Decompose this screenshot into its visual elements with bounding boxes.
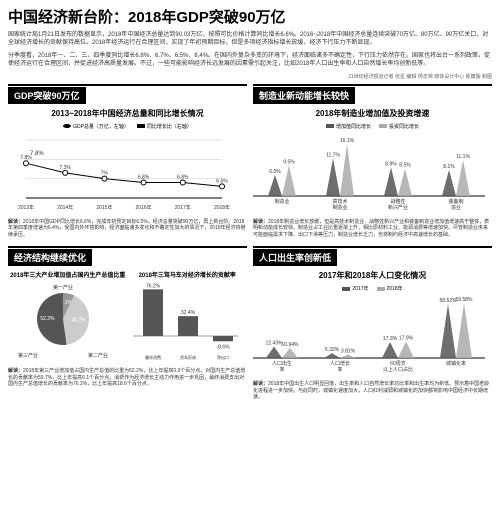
svg-text:9.5%: 9.5% xyxy=(283,159,295,165)
svg-text:6.6%: 6.6% xyxy=(216,178,228,184)
svg-text:率: 率 xyxy=(337,366,342,373)
p2-leg1: 增加值同比增长 xyxy=(326,123,371,130)
svg-text:52.2%: 52.2% xyxy=(40,316,55,322)
svg-text:制造业: 制造业 xyxy=(332,204,347,211)
p3-pie: 7.1%40.7%52.2%第三产业第二产业第一产业 xyxy=(8,281,123,361)
svg-text:6.8%: 6.8% xyxy=(138,174,150,180)
svg-text:高技术: 高技术 xyxy=(332,198,347,205)
p4-leg2: 2018年 xyxy=(377,285,403,292)
svg-text:制造业: 制造业 xyxy=(274,198,289,205)
p2-expl: 2018年制造业增长放缓，但是高技术制造业、战略性新兴产业和装备制造业增加值增速… xyxy=(253,219,489,238)
svg-text:最终消费: 最终消费 xyxy=(145,354,161,360)
p2-leg2: 投资同比增长 xyxy=(379,123,419,130)
svg-text:11.7%: 11.7% xyxy=(326,152,340,158)
svg-text:第三产业: 第三产业 xyxy=(18,352,38,359)
svg-text:17.3%: 17.3% xyxy=(383,336,398,342)
p3-expl-h: 解读： xyxy=(8,368,23,374)
svg-text:6.5%: 6.5% xyxy=(269,169,281,175)
svg-text:40.7%: 40.7% xyxy=(71,317,86,323)
p2-expl-h: 解读： xyxy=(253,219,268,225)
p4-sub: 2017年和2018年人口变化情况 xyxy=(253,266,492,283)
svg-text:以上人口占比: 以上人口占比 xyxy=(383,366,413,373)
svg-text:第一产业: 第一产业 xyxy=(53,284,73,291)
svg-text:10.94%: 10.94% xyxy=(282,342,300,348)
panel-struct: 经济结构继续优化 2018年三大产业增加值占国内生产总值比重 7.1%40.7%… xyxy=(8,246,247,403)
intro-text: 国家统计局1月21日发布的数据显示，2018年中国经济总量达到90.03万亿，按… xyxy=(8,31,492,48)
svg-text:2014年: 2014年 xyxy=(57,204,73,211)
p1-title: GDP突破90万亿 xyxy=(8,87,86,104)
p1-chart: 7.8% 2013年 7.3% 2014年 7% 2015年 6.8% 2016年 6.8% 20… xyxy=(8,132,240,212)
p3-expl: 2018年第三产业增加值占国内生产总值的比重为52.2%，比上年提高0.3个百分… xyxy=(8,368,245,387)
p3-sub1: 2018年三大产业增加值占国内生产总值比重 xyxy=(8,266,128,281)
svg-text:7%: 7% xyxy=(101,170,109,176)
svg-text:11.1%: 11.1% xyxy=(456,154,470,160)
panel-mfg: 制造业新动能增长较快 2018年制造业增加值及投资增速 增加值同比增长 投资同比… xyxy=(253,84,492,241)
p1-expl-h: 解读： xyxy=(8,219,23,225)
p4-title: 人口出生率创新低 xyxy=(253,249,337,266)
panel-gdp: GDP突破90万亿 2013~2018年中国经济总量和同比增长情况 GDP总量（… xyxy=(8,84,247,241)
p1-expl: 2018年中国GDP同比增长6.6%，完成年初预定目标6.5%。经济总量突破90… xyxy=(8,219,246,238)
svg-text:58.52%: 58.52% xyxy=(440,298,458,304)
svg-text:率: 率 xyxy=(279,366,284,373)
svg-text:76.2%: 76.2% xyxy=(145,283,160,289)
p3-bars: 76.2% 最终消费 32.4% 资本形成 -8.6% 净出口 xyxy=(128,281,243,361)
panel-pop: 人口出生率创新低 2017年和2018年人口变化情况 2017年 2018年 1… xyxy=(253,246,492,403)
svg-text:人口出生: 人口出生 xyxy=(272,360,292,367)
subintro-text: 分季度看，2018年一、二、三、四季度同比增长6.8%、6.7%、6.5%、6.… xyxy=(8,52,492,69)
p1-sub: 2013~2018年中国经济总量和同比增长情况 xyxy=(8,104,247,121)
svg-text:城镇化率: 城镇化率 xyxy=(446,360,466,367)
svg-text:12.43%: 12.43% xyxy=(266,341,284,347)
p4-expl-h: 解读： xyxy=(253,381,268,387)
svg-text:6.8%: 6.8% xyxy=(177,174,189,180)
p2-sub: 2018年制造业增加值及投资增速 xyxy=(253,104,492,121)
svg-text:装备制: 装备制 xyxy=(448,198,463,205)
svg-text:59.58%: 59.58% xyxy=(456,297,474,303)
svg-text:8.5%: 8.5% xyxy=(399,162,411,168)
p2-chart: 6.5%9.5%制造业11.7%16.1%高技术制造业8.9%8.5%战略性新兴… xyxy=(253,132,485,212)
svg-text:2015年: 2015年 xyxy=(96,204,112,211)
svg-text:造业: 造业 xyxy=(451,204,461,211)
p1-leg2: 同比增长比（右轴） xyxy=(137,123,192,130)
svg-text:人口增长: 人口增长 xyxy=(330,360,350,367)
svg-text:32.4%: 32.4% xyxy=(180,310,195,316)
p3-title: 经济结构继续优化 xyxy=(8,249,92,266)
svg-text:资本形成: 资本形成 xyxy=(180,354,196,360)
svg-text:17.9%: 17.9% xyxy=(399,336,414,342)
p2-title: 制造业新动能增长较快 xyxy=(253,87,355,104)
svg-text:60周岁: 60周岁 xyxy=(390,360,406,367)
svg-text:战略性: 战略性 xyxy=(390,198,405,205)
svg-text:7.3%: 7.3% xyxy=(59,164,71,170)
svg-text:3.81%: 3.81% xyxy=(341,349,356,355)
svg-text:2018年: 2018年 xyxy=(214,204,230,211)
svg-text:2016年: 2016年 xyxy=(136,204,152,211)
svg-text:-8.6%: -8.6% xyxy=(216,344,230,350)
svg-text:2013年: 2013年 xyxy=(18,204,34,211)
svg-text:第二产业: 第二产业 xyxy=(88,352,108,359)
p1-leg1: GDP总量（万亿，左轴） xyxy=(63,123,129,130)
p3-sub2: 2018年三驾马车对经济增长的贡献率 xyxy=(128,266,248,281)
p4-leg1: 2017年 xyxy=(342,285,368,292)
svg-text:2017年: 2017年 xyxy=(175,204,191,211)
p4-chart: 12.43%10.94%人口出生率5.32%3.81%人口增长率17.3%17.… xyxy=(253,294,485,374)
svg-text:5.32%: 5.32% xyxy=(325,347,340,353)
svg-text:16.1%: 16.1% xyxy=(340,138,355,144)
p4-expl: 2018年中国出生人口明显回落，出生率和人口自然增长率均比率和出生率均为新低。预… xyxy=(253,381,489,400)
svg-text:净出口: 净出口 xyxy=(217,354,229,360)
credit-line: 21世纪经济报道记者 张星 编辑 杨志锦 媒体设计中心 陈婕璇 制图 xyxy=(8,73,492,80)
svg-text:新兴产业: 新兴产业 xyxy=(388,204,408,211)
svg-text:8.1%: 8.1% xyxy=(443,163,455,169)
svg-text:8.9%: 8.9% xyxy=(385,161,397,167)
main-title: 中国经济新台阶：2018年GDP突破90万亿 xyxy=(8,6,492,27)
svg-text:7.8%: 7.8% xyxy=(30,151,44,157)
